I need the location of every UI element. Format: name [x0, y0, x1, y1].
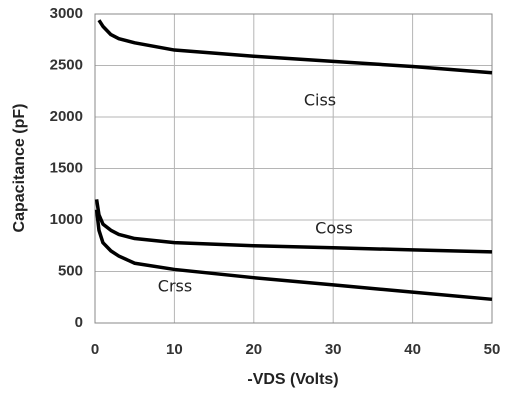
series-line [94, 209, 493, 302]
series-label: Coss [315, 219, 353, 238]
series-line [97, 19, 493, 75]
series-label: Ciss [304, 91, 336, 110]
plot-frame [94, 13, 493, 324]
y-tick-label: 2000 [50, 108, 83, 125]
y-tick-label: 3000 [50, 5, 83, 22]
y-tick-label: 2500 [50, 56, 83, 73]
x-tick-label: 10 [166, 341, 183, 358]
y-tick-label: 1500 [50, 159, 83, 176]
series-label: Crss [158, 277, 192, 296]
y-axis-label: Capacitance (pF) [11, 104, 28, 233]
series-line [94, 199, 493, 254]
y-tick-label: 1000 [50, 211, 83, 228]
x-tick-label: 30 [325, 341, 342, 358]
x-tick-label: 50 [484, 341, 501, 358]
x-tick-label: 40 [404, 341, 421, 358]
x-tick-label: 20 [245, 341, 262, 358]
y-tick-label: 500 [58, 262, 83, 279]
y-tick-label: 0 [75, 314, 83, 331]
x-tick-label: 0 [91, 341, 99, 358]
x-axis-label: -VDS (Volts) [247, 371, 338, 388]
